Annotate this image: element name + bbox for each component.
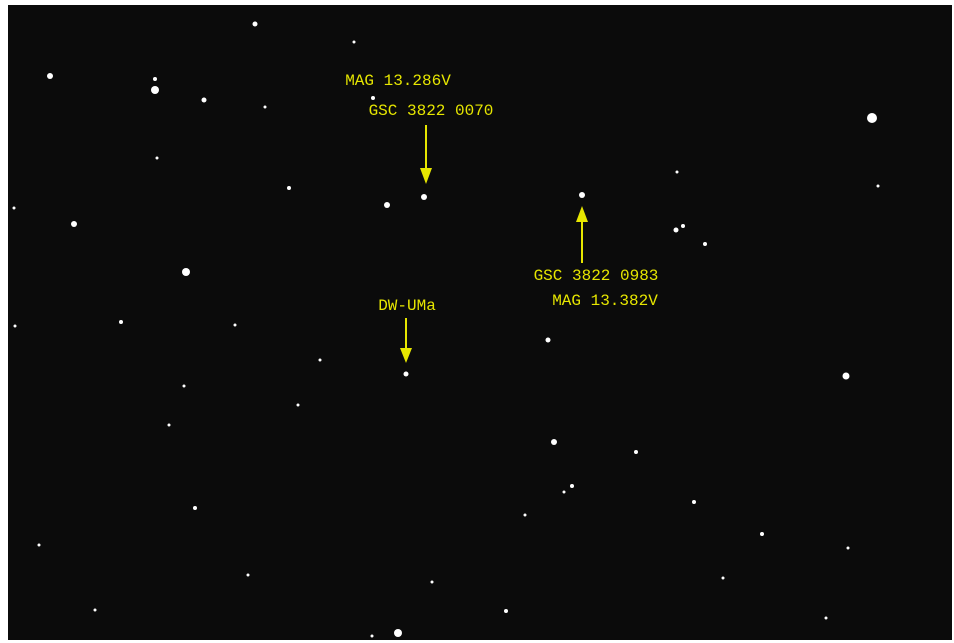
upper-star-magnitude: MAG 13.286V	[345, 72, 451, 90]
right-star-magnitude: MAG 13.382V	[552, 292, 658, 310]
right-star-catalog: GSC 3822 0983	[534, 267, 659, 285]
variable-star-name: DW-UMa	[378, 297, 436, 315]
star-field-image: MAG 13.286V GSC 3822 0070 GSC 3822 0983 …	[0, 0, 954, 643]
page: MAG 13.286V GSC 3822 0070 GSC 3822 0983 …	[0, 0, 954, 643]
sky-background	[8, 5, 952, 640]
upper-star-catalog: GSC 3822 0070	[369, 102, 494, 120]
